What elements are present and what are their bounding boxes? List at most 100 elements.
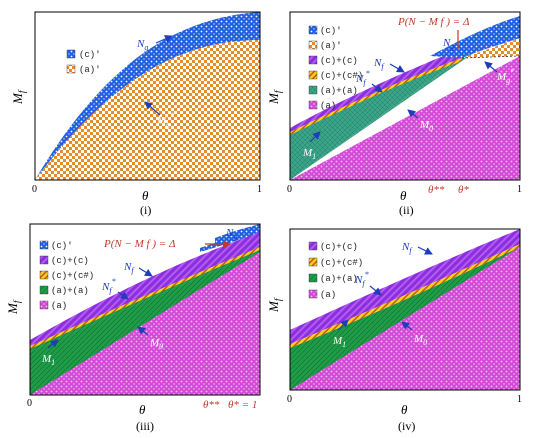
annotation-nf: Nf	[401, 241, 433, 255]
panel-caption-i: (i)	[140, 203, 151, 217]
panel-ii-plot	[289, 11, 521, 181]
region-a-prime	[462, 38, 520, 58]
legend-label-c-prime: (c)'	[79, 50, 101, 60]
legend-label-a: (a)	[320, 101, 336, 111]
x-tick-zero-iii: 0	[27, 398, 32, 409]
legend-swatch-c-plus-c	[308, 55, 318, 65]
legend-swatch-c-plus-c	[308, 241, 318, 251]
panel-iv-plot	[289, 228, 521, 391]
svg-text:M1: M1	[41, 353, 55, 367]
annotation-m0: M0	[137, 326, 163, 351]
annotation-nf: Nf	[123, 261, 153, 277]
region-c-plus-c	[30, 232, 260, 346]
annotation-nf: Nf	[373, 57, 405, 73]
svg-text:Nf: Nf	[373, 57, 385, 71]
svg-text:M0: M0	[413, 333, 427, 347]
region-a-plus-a	[290, 247, 520, 390]
svg-text:Ng: Ng	[225, 227, 237, 241]
annotation-m1: M1	[332, 319, 349, 349]
legend-label-c-prime: (c)'	[51, 241, 73, 251]
region-c-plus-chash	[290, 58, 462, 135]
x-axis-label-iv: θ	[401, 402, 408, 417]
legend-swatch-a-plus-a	[39, 285, 49, 295]
y-axis-label-ii: Mf	[266, 89, 283, 105]
legend-label-a-prime: (a)'	[320, 41, 342, 51]
legend-label-c-prime: (c)'	[320, 26, 342, 36]
legend-swatch-a	[39, 300, 49, 310]
legend-swatch-a-prime	[66, 64, 76, 74]
annotation-nf-star: Nf*	[101, 277, 129, 300]
x-tick-zero-ii: 0	[287, 184, 292, 195]
legend-swatch-c-prime	[66, 49, 76, 59]
x-axis-label-ii: θ	[400, 188, 407, 203]
boundary-nf	[461, 55, 521, 59]
theta-dstar-iii: θ**	[203, 399, 220, 411]
svg-text:Nf*: Nf*	[355, 69, 370, 87]
annotation-nf-star: Nf*	[355, 69, 383, 93]
panel-iii: (c)' (c)+(c) (c)+(c#) (a)+(a) (a) P(N − …	[5, 223, 261, 433]
legend-label-c-plus-chash: (c)+(c#)	[320, 71, 363, 81]
legend-swatch-a-prime	[308, 40, 318, 50]
annotation-m1: M1	[302, 131, 321, 161]
region-c-prime	[430, 16, 520, 58]
legend-label-c-plus-chash: (c)+(c#)	[51, 271, 94, 281]
x-tick-one-i: 1	[257, 184, 262, 195]
condition-label-iii: P(N − M f ) = Δ	[103, 238, 175, 250]
svg-text:Ng: Ng	[442, 37, 454, 51]
panel-i: (c)' (a)' Ng Mg* Mf 0 1 θ (i)	[10, 11, 262, 217]
theta-star-ii: θ*	[458, 184, 469, 196]
svg-text:Nf: Nf	[123, 261, 135, 275]
svg-text:M1: M1	[332, 335, 346, 349]
theta-dstar-ii: θ**	[428, 184, 445, 196]
axes-frame	[289, 11, 521, 181]
legend-label-a: (a)	[51, 301, 67, 311]
legend-label-c-plus-c: (c)+(c)	[51, 256, 89, 266]
legend-swatch-c-prime	[308, 25, 318, 35]
legend-label-c-plus-c: (c)+(c)	[320, 242, 358, 252]
y-axis-label-iv: Mf	[266, 297, 283, 313]
svg-text:M1: M1	[302, 147, 316, 161]
x-tick-zero-i: 0	[32, 184, 37, 195]
panel-caption-ii: (ii)	[399, 203, 414, 217]
svg-text:Mg*: Mg*	[496, 67, 514, 85]
panel-iii-legend: (c)' (c)+(c) (c)+(c#) (a)+(a) (a)	[39, 240, 94, 311]
axes-frame	[34, 11, 261, 181]
region-a-prime	[35, 40, 260, 180]
panel-iii-plot	[29, 223, 261, 396]
region-c-plus-c	[290, 229, 520, 344]
annotation-mg-star: Mg*	[484, 61, 514, 85]
region-c-plus-chash	[30, 247, 260, 349]
svg-text:M0: M0	[149, 337, 163, 351]
panel-i-plot	[34, 11, 261, 181]
legend-label-a-plus-a: (a)+(a)	[51, 286, 89, 296]
x-tick-zero-iv: 0	[287, 394, 292, 405]
condition-label-ii: P(N − M f ) = Δ	[397, 16, 469, 28]
x-tick-one-iv: 1	[517, 394, 522, 405]
axes-frame	[289, 228, 521, 391]
annotation-ng: Ng	[136, 35, 173, 52]
legend-swatch-c-plus-chash	[39, 270, 49, 280]
legend-swatch-c-plus-c	[39, 255, 49, 265]
legend-label-a-prime: (a)'	[79, 65, 101, 75]
region-a	[290, 56, 520, 180]
annotation-m0: M0	[407, 109, 433, 133]
y-axis-label-i: Mf	[10, 89, 27, 105]
legend-swatch-c-plus-chash	[308, 70, 318, 80]
legend-swatch-a-plus-a	[308, 85, 318, 95]
legend-label-a-plus-a: (a)+(a)	[320, 274, 358, 284]
svg-text:Mg*: Mg*	[156, 111, 174, 129]
axes-frame	[29, 223, 261, 396]
x-axis-label-i: θ	[142, 188, 149, 203]
svg-text:M0: M0	[419, 119, 433, 133]
y-axis-label-iii: Mf	[5, 299, 22, 315]
annotation-mg-star: Mg*	[144, 101, 174, 129]
legend-swatch-a	[308, 100, 318, 110]
svg-text:Nf*: Nf*	[101, 277, 116, 295]
svg-text:Ng: Ng	[136, 38, 148, 52]
panel-caption-iii: (iii)	[136, 419, 154, 433]
legend-swatch-a-plus-a	[308, 273, 318, 283]
annotation-ng: Ng	[442, 37, 454, 51]
panel-caption-iv: (iv)	[398, 419, 415, 433]
legend-swatch-c-plus-chash	[308, 257, 318, 267]
annotation-m0: M0	[401, 321, 427, 347]
